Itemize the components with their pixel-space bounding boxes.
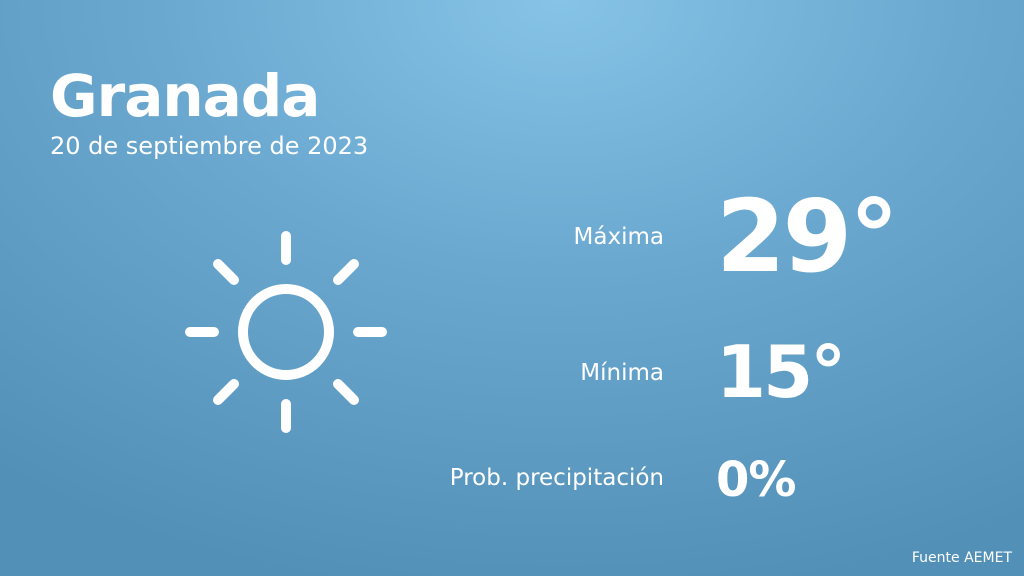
max-value: 29° — [716, 178, 899, 295]
precip-value: 0% — [716, 452, 796, 508]
forecast-date: 20 de septiembre de 2023 — [50, 132, 369, 160]
city-name: Granada — [50, 62, 320, 130]
min-label: Mínima — [580, 360, 664, 386]
sun-icon — [185, 231, 387, 433]
max-label: Máxima — [573, 224, 664, 250]
min-value: 15° — [716, 330, 846, 414]
precip-label: Prob. precipitación — [449, 465, 664, 491]
source-credit: Fuente AEMET — [911, 550, 1012, 566]
